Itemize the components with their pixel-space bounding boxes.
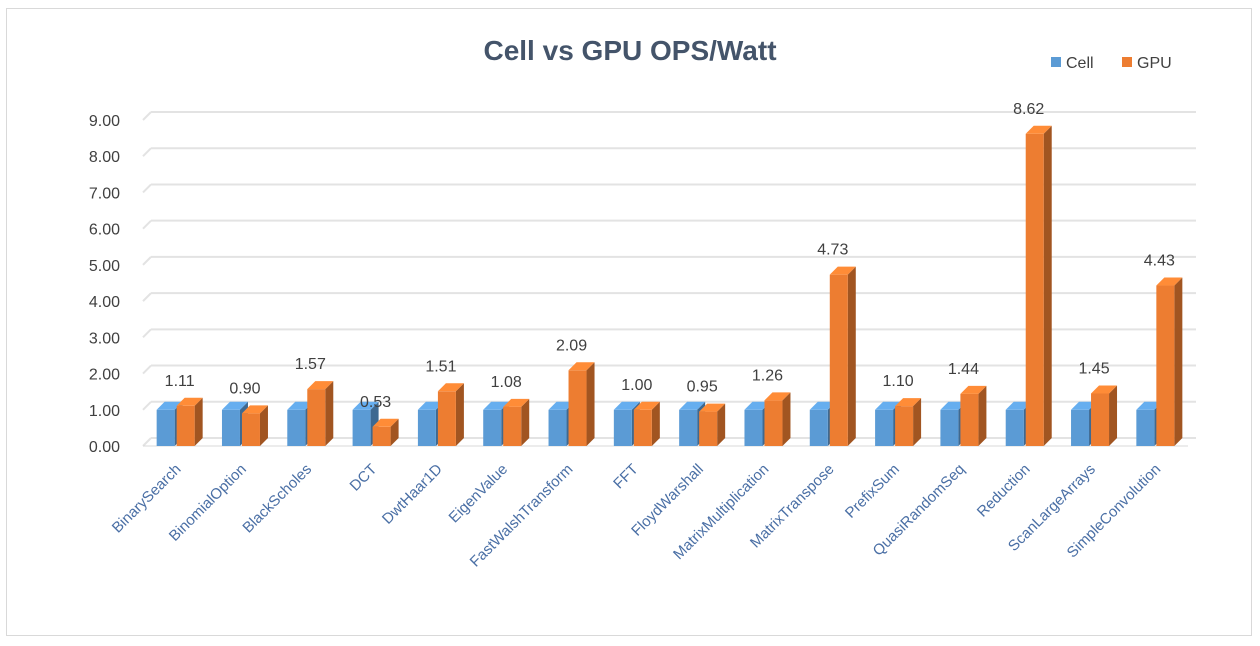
y-tick-label: 0.00: [89, 439, 120, 456]
bar-gpu: [895, 398, 922, 446]
bar-gpu: [764, 392, 791, 446]
bar-gpu: [503, 398, 530, 446]
y-tick-label: 9.00: [89, 113, 120, 130]
gridline-side: [142, 111, 152, 121]
legend-swatch-gpu: [1122, 57, 1132, 67]
gridline-side: [142, 328, 152, 339]
x-category-label: DwtHaar1D: [379, 461, 446, 528]
gridline-side: [142, 256, 152, 266]
y-tick-label: 1.00: [89, 403, 120, 420]
gridline-side: [142, 219, 152, 230]
bar-gpu: [437, 383, 464, 446]
bar-gpu: [633, 401, 660, 446]
x-category-label: DCT: [347, 461, 381, 495]
bar-gpu: [176, 397, 203, 446]
y-tick-label: 5.00: [89, 258, 120, 275]
chart-title: Cell vs GPU OPS/Watt: [483, 35, 776, 66]
bar-gpu: [1091, 385, 1118, 446]
x-category-label: BlackScholes: [239, 461, 315, 537]
legend-label-cell: Cell: [1066, 55, 1094, 72]
data-label: 1.26: [752, 367, 783, 384]
data-label: 1.11: [165, 373, 195, 390]
x-category-label: EigenValue: [446, 461, 511, 526]
bar-gpu: [241, 405, 268, 446]
gridline-side: [142, 401, 152, 411]
bar-gpu: [1156, 277, 1183, 446]
data-label: 1.57: [295, 356, 326, 373]
bar-gpu: [307, 381, 334, 446]
y-axis-ticks: 0.00 1.00 2.00 3.00 4.00 5.00 6.00 7.00 8.00 9.00: [89, 113, 120, 456]
data-label: 1.10: [883, 373, 914, 390]
legend-label-gpu: GPU: [1137, 55, 1172, 72]
data-label: 1.08: [491, 374, 522, 391]
y-tick-label: 6.00: [89, 222, 120, 239]
legend-swatch-cell: [1051, 57, 1061, 67]
legend: Cell GPU: [1051, 55, 1172, 72]
data-label: 1.51: [425, 358, 456, 375]
data-labels: 1.11 0.90 1.57 0.53 1.51 1.08 2.09 1.00 0.95 1.26…: [165, 101, 1175, 411]
gridline-side: [142, 292, 152, 302]
data-label: 0.53: [360, 394, 391, 411]
bars: [156, 125, 1183, 447]
bar-gpu: [960, 385, 987, 446]
x-category-label: Reduction: [974, 461, 1034, 521]
gridline-side: [142, 183, 152, 194]
data-label: 4.43: [1144, 253, 1175, 270]
y-tick-label: 3.00: [89, 330, 120, 347]
data-label: 1.45: [1078, 360, 1109, 377]
data-label: 2.09: [556, 337, 587, 354]
bar-gpu: [829, 266, 856, 446]
bar-gpu: [372, 418, 399, 446]
data-label: 0.90: [229, 380, 260, 397]
y-tick-label: 7.00: [89, 185, 120, 202]
y-tick-label: 8.00: [89, 149, 120, 166]
bar-gpu: [699, 403, 726, 446]
gridline-side: [142, 437, 152, 447]
gridline-side: [142, 147, 152, 157]
data-label: 1.44: [948, 361, 979, 378]
data-label: 1.00: [621, 377, 652, 394]
bar-gpu: [1025, 125, 1052, 447]
bar-gpu: [568, 362, 595, 446]
gridline-side: [142, 364, 152, 375]
y-tick-label: 2.00: [89, 367, 120, 384]
x-category-label: FFT: [610, 461, 641, 492]
data-label: 4.73: [817, 242, 848, 259]
data-label: 8.62: [1013, 101, 1044, 118]
x-category-label: PrefixSum: [842, 461, 903, 522]
data-label: 0.95: [687, 379, 718, 396]
y-tick-label: 4.00: [89, 294, 120, 311]
